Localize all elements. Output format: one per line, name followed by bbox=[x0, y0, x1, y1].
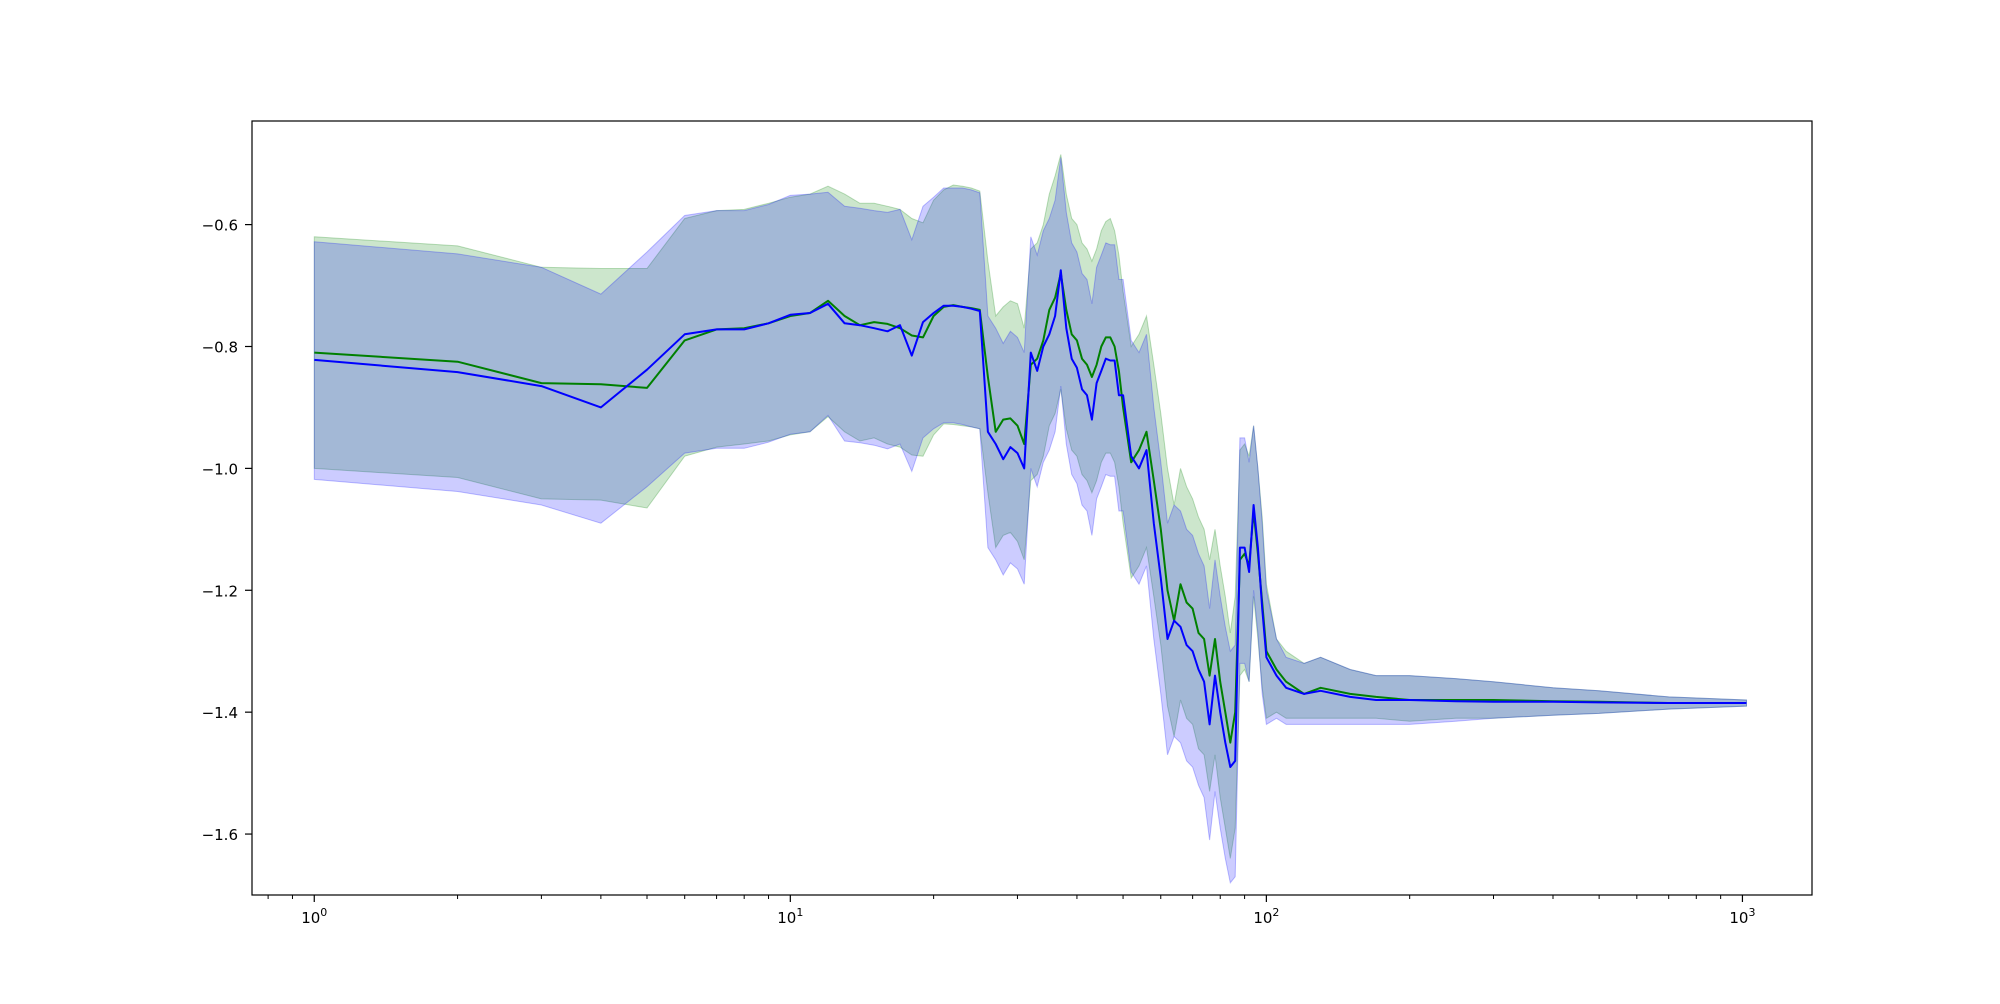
series-1-band bbox=[313, 154, 1747, 859]
y-tick-label: −1.4 bbox=[202, 704, 238, 722]
plot-frame bbox=[251, 120, 1813, 896]
series-2-line bbox=[314, 269, 1747, 768]
series-2-band bbox=[313, 157, 1747, 884]
confidence-bands bbox=[313, 154, 1747, 884]
y-tick-label: −0.6 bbox=[202, 217, 238, 235]
y-tick-label: −1.0 bbox=[202, 460, 238, 478]
series-lines bbox=[314, 269, 1747, 768]
y-tick-label: −1.2 bbox=[202, 582, 238, 600]
y-tick-label: −1.6 bbox=[202, 826, 238, 844]
y-tick-label: −0.8 bbox=[202, 338, 238, 356]
